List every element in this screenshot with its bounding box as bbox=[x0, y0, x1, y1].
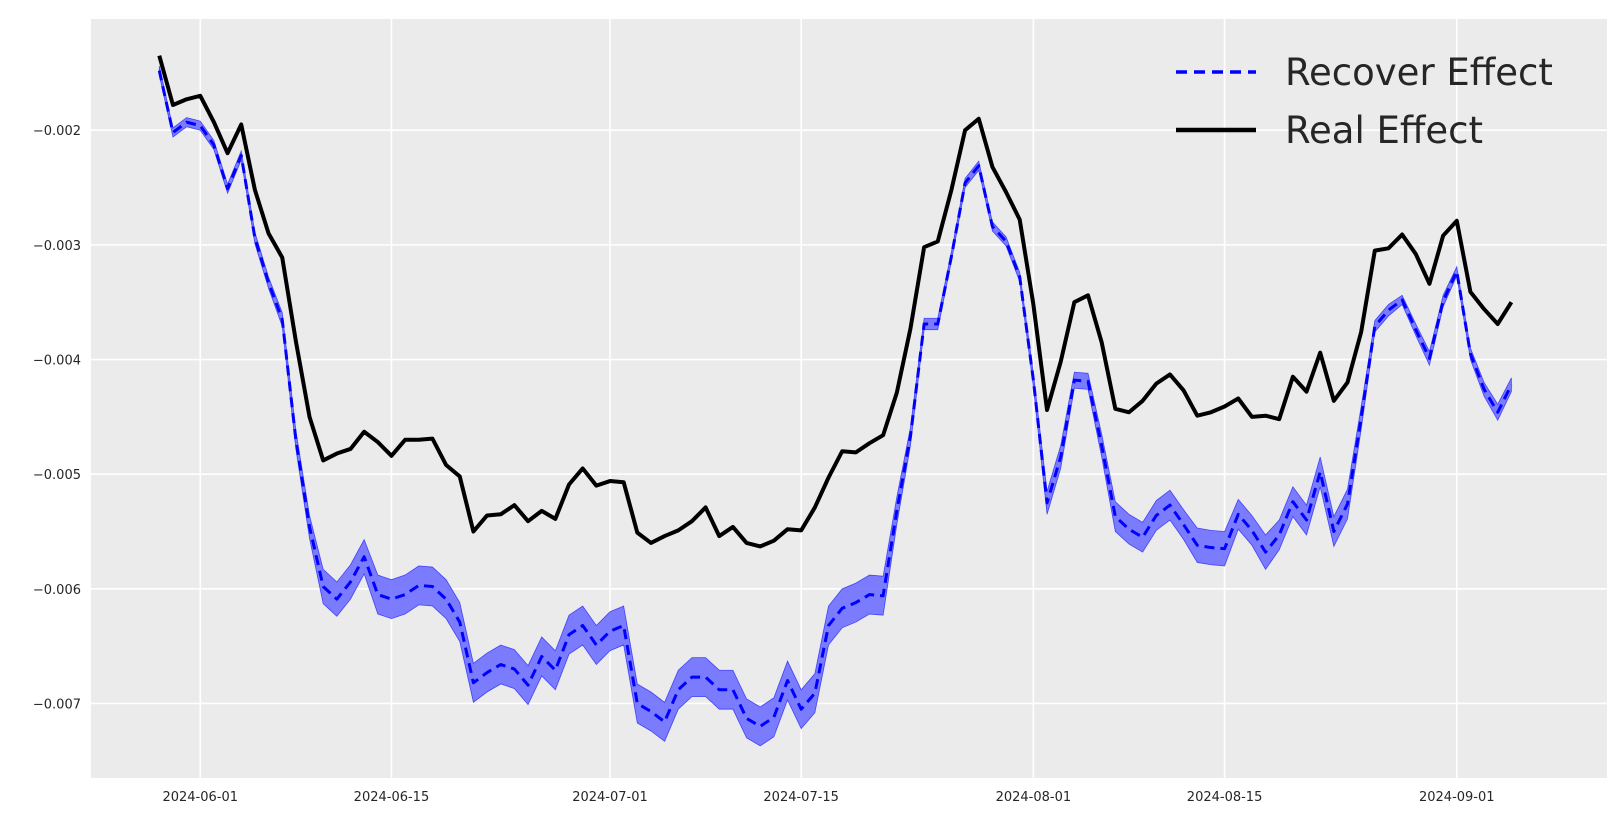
x-tick-label: 2024-06-01 bbox=[162, 790, 238, 805]
x-axis-ticks: 2024-06-01 2024-06-15 2024-07-01 2024-07-15… bbox=[162, 790, 1494, 805]
legend: Recover Effect Real Effect bbox=[1176, 51, 1553, 152]
x-tick-label: 2024-07-15 bbox=[763, 790, 839, 805]
y-axis-ticks: −0.007 −0.006 −0.005 −0.004 −0.003 −0.002 bbox=[33, 124, 81, 712]
y-tick-label: −0.004 bbox=[33, 354, 81, 369]
legend-recover-effect-label: Recover Effect bbox=[1285, 51, 1553, 94]
y-tick-label: −0.006 bbox=[33, 583, 81, 598]
recover-effect-band bbox=[158, 65, 1512, 747]
real-effect-line bbox=[157, 55, 1514, 549]
y-tick-label: −0.007 bbox=[33, 697, 81, 712]
recover-effect-line bbox=[157, 70, 1513, 728]
x-tick-label: 2024-08-01 bbox=[996, 790, 1072, 805]
y-tick-label: −0.003 bbox=[33, 239, 81, 254]
series-layer bbox=[157, 55, 1514, 728]
x-tick-label: 2024-09-01 bbox=[1419, 790, 1495, 805]
x-tick-label: 2024-08-15 bbox=[1187, 790, 1263, 805]
plot-background bbox=[91, 19, 1607, 778]
y-tick-label: −0.005 bbox=[33, 468, 81, 483]
uncertainty-band-layer bbox=[158, 65, 1512, 747]
y-tick-label: −0.002 bbox=[33, 124, 81, 139]
legend-real-effect-label: Real Effect bbox=[1285, 109, 1483, 152]
x-tick-label: 2024-07-01 bbox=[572, 790, 648, 805]
x-tick-label: 2024-06-15 bbox=[354, 790, 430, 805]
